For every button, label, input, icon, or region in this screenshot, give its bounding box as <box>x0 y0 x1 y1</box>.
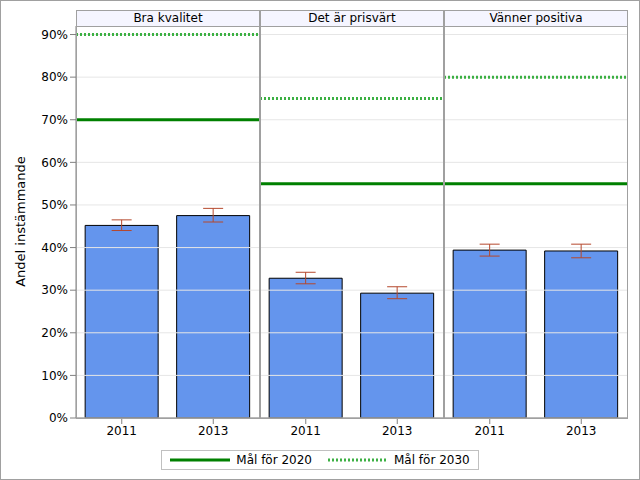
svg-text:50%: 50% <box>41 198 68 212</box>
svg-text:2013: 2013 <box>198 424 229 438</box>
svg-text:40%: 40% <box>41 241 68 255</box>
svg-text:2013: 2013 <box>382 424 413 438</box>
svg-text:20%: 20% <box>41 326 68 340</box>
svg-text:10%: 10% <box>41 369 68 383</box>
html-text:Andel instämmande: Andel instämmande <box>12 156 28 287</box>
html-text:Vänner positiva: Vänner positiva <box>489 11 583 25</box>
svg-text:2013: 2013 <box>566 424 597 438</box>
svg-text:2011: 2011 <box>290 424 321 438</box>
html-text:Det är prisvärt: Det är prisvärt <box>308 11 396 25</box>
svg-text:30%: 30% <box>41 283 68 297</box>
svg-text:90%: 90% <box>41 28 68 42</box>
svg-text:60%: 60% <box>41 156 68 170</box>
svg-text:70%: 70% <box>41 113 68 127</box>
html-text:Mål för 2030: Mål för 2030 <box>394 453 470 467</box>
html-text:Mål för 2020: Mål för 2020 <box>236 453 312 467</box>
svg-text:2011: 2011 <box>474 424 505 438</box>
svg-text:80%: 80% <box>41 70 68 84</box>
svg-text:2011: 2011 <box>106 424 137 438</box>
html-text:Bra kvalitet: Bra kvalitet <box>133 11 203 25</box>
svg-text:0%: 0% <box>49 411 68 425</box>
